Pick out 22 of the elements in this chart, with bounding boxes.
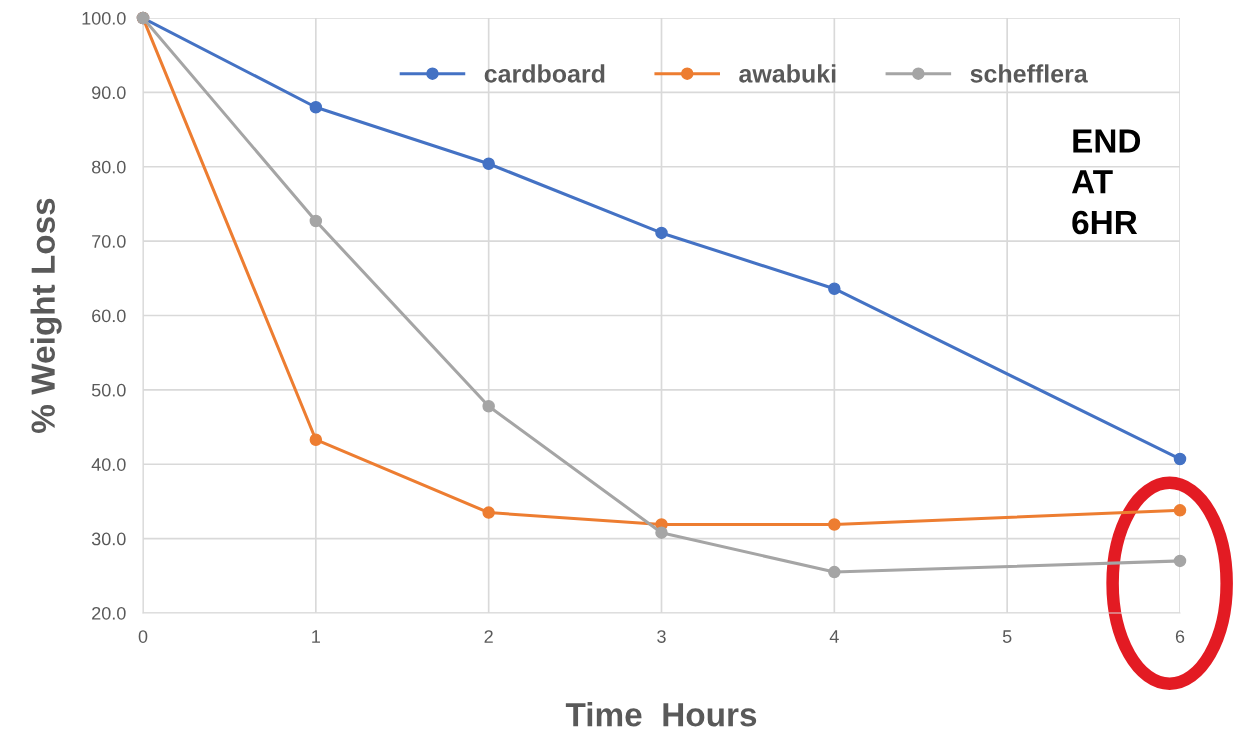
x-tick-label: 5 — [1002, 630, 1012, 643]
x-tick-label: 2 — [484, 630, 493, 643]
y-tick-label: 100.0 — [82, 11, 126, 25]
x-axis-title: Time Hours — [565, 702, 757, 727]
x-tick-label: 1 — [312, 630, 320, 643]
y-tick-label: 80.0 — [91, 160, 126, 174]
y-tick-label: 60.0 — [92, 309, 126, 323]
x-tick-label: 3 — [657, 630, 666, 643]
y-tick-label: 20.0 — [92, 606, 126, 620]
y-tick-label: 70.0 — [92, 235, 126, 248]
x-tick-label: 4 — [829, 630, 839, 643]
y-axis-title: % Weight Loss — [30, 198, 62, 433]
y-tick-label: 30.0 — [91, 532, 126, 546]
x-tick-label: 6 — [1175, 630, 1185, 643]
x-tick-label: 0 — [138, 630, 148, 643]
y-tick-label: 40.0 — [91, 458, 126, 471]
legend-label: awabuki — [739, 64, 836, 83]
y-tick-label: 90.0 — [92, 86, 126, 100]
annotation: END AT 6HR — [1071, 129, 1141, 235]
y-tick-label: 50.0 — [91, 383, 126, 397]
legend-label: cardboard — [484, 64, 605, 83]
legend-label: schefflera — [970, 64, 1088, 83]
